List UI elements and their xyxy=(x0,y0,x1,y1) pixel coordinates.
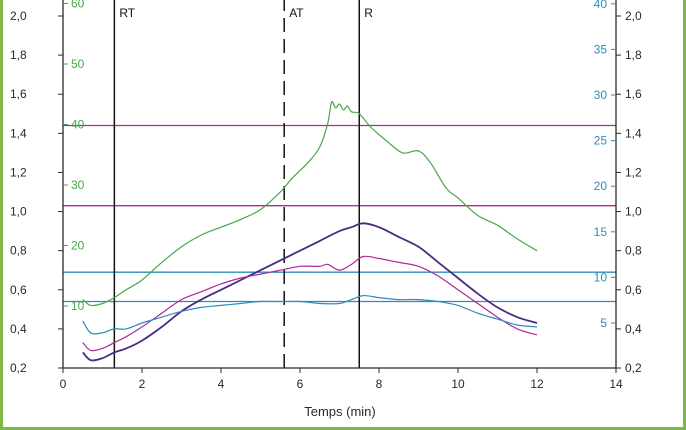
x-tick-label: 12 xyxy=(530,377,544,391)
marker-label: RT xyxy=(119,6,135,20)
blue-y-tick-label: 15 xyxy=(594,225,608,239)
green-y-tick-label: 50 xyxy=(71,57,85,71)
blue-y-tick-label: 10 xyxy=(594,270,608,284)
right-y-tick-label: 1,4 xyxy=(625,126,642,140)
green-y-tick-label: 30 xyxy=(71,178,85,192)
x-tick-label: 6 xyxy=(297,377,304,391)
reference-lines xyxy=(63,124,616,303)
x-tick-label: 0 xyxy=(60,377,67,391)
x-tick-label: 2 xyxy=(139,377,146,391)
right-y-tick-label: 0,8 xyxy=(625,244,642,258)
green-y-tick-label: 20 xyxy=(71,239,85,253)
left-y-tick-label: 1,4 xyxy=(10,126,27,140)
data-series xyxy=(82,100,538,362)
right-y-tick-label: 1,8 xyxy=(625,48,642,62)
left-y-tick-label: 0,6 xyxy=(10,283,27,297)
left-y-tick-label: 1,6 xyxy=(10,87,27,101)
left-y-tick-label: 1,2 xyxy=(10,165,27,179)
right-y-tick-label: 0,4 xyxy=(625,322,642,336)
right-y-tick-label: 0,6 xyxy=(625,283,642,297)
blue-y-tick-label: 5 xyxy=(600,316,607,330)
right-y-tick-label: 1,2 xyxy=(625,165,642,179)
left-y-tick-label: 1,0 xyxy=(10,205,27,219)
vertical-markers: RT AT R xyxy=(113,0,373,368)
series-line-blue xyxy=(82,294,538,335)
x-axis-label: Temps (min) xyxy=(304,404,376,419)
marker-label: AT xyxy=(289,6,304,20)
x-tick-label: 4 xyxy=(218,377,225,391)
right-y-tick-label: 2,0 xyxy=(625,9,642,23)
left-y-tick-label: 2,0 xyxy=(10,9,27,23)
right-y-tick-label: 1,0 xyxy=(625,205,642,219)
blue-y-tick-label: 20 xyxy=(594,179,608,193)
series-line-magenta xyxy=(82,255,538,352)
x-tick-label: 10 xyxy=(451,377,465,391)
blue-y-tick-label: 25 xyxy=(594,134,608,148)
blue-y-tick-label: 35 xyxy=(594,42,608,56)
left-y-tick-label: 1,8 xyxy=(10,48,27,62)
x-tick-label: 8 xyxy=(376,377,383,391)
green-y-tick-label: 40 xyxy=(71,118,85,132)
marker-label: R xyxy=(364,6,373,20)
right-y-tick-label: 0,2 xyxy=(625,361,642,375)
left-y-tick-label: 0,2 xyxy=(10,361,27,375)
blue-y-tick-label: 40 xyxy=(594,0,608,11)
left-y-tick-label: 0,8 xyxy=(10,244,27,258)
right-y-tick-label: 1,6 xyxy=(625,87,642,101)
series-line-purple xyxy=(82,222,538,362)
blue-y-tick-label: 30 xyxy=(594,88,608,102)
x-tick-label: 14 xyxy=(609,377,623,391)
axes: 0 2 4 6 8 10 12 140,20,40,60,81,01,21,41,61,82,… xyxy=(10,0,642,391)
left-y-tick-label: 0,4 xyxy=(10,322,27,336)
green-y-tick-label: 10 xyxy=(71,299,85,313)
green-y-tick-label: 60 xyxy=(71,0,85,11)
series-line-green xyxy=(82,100,538,307)
